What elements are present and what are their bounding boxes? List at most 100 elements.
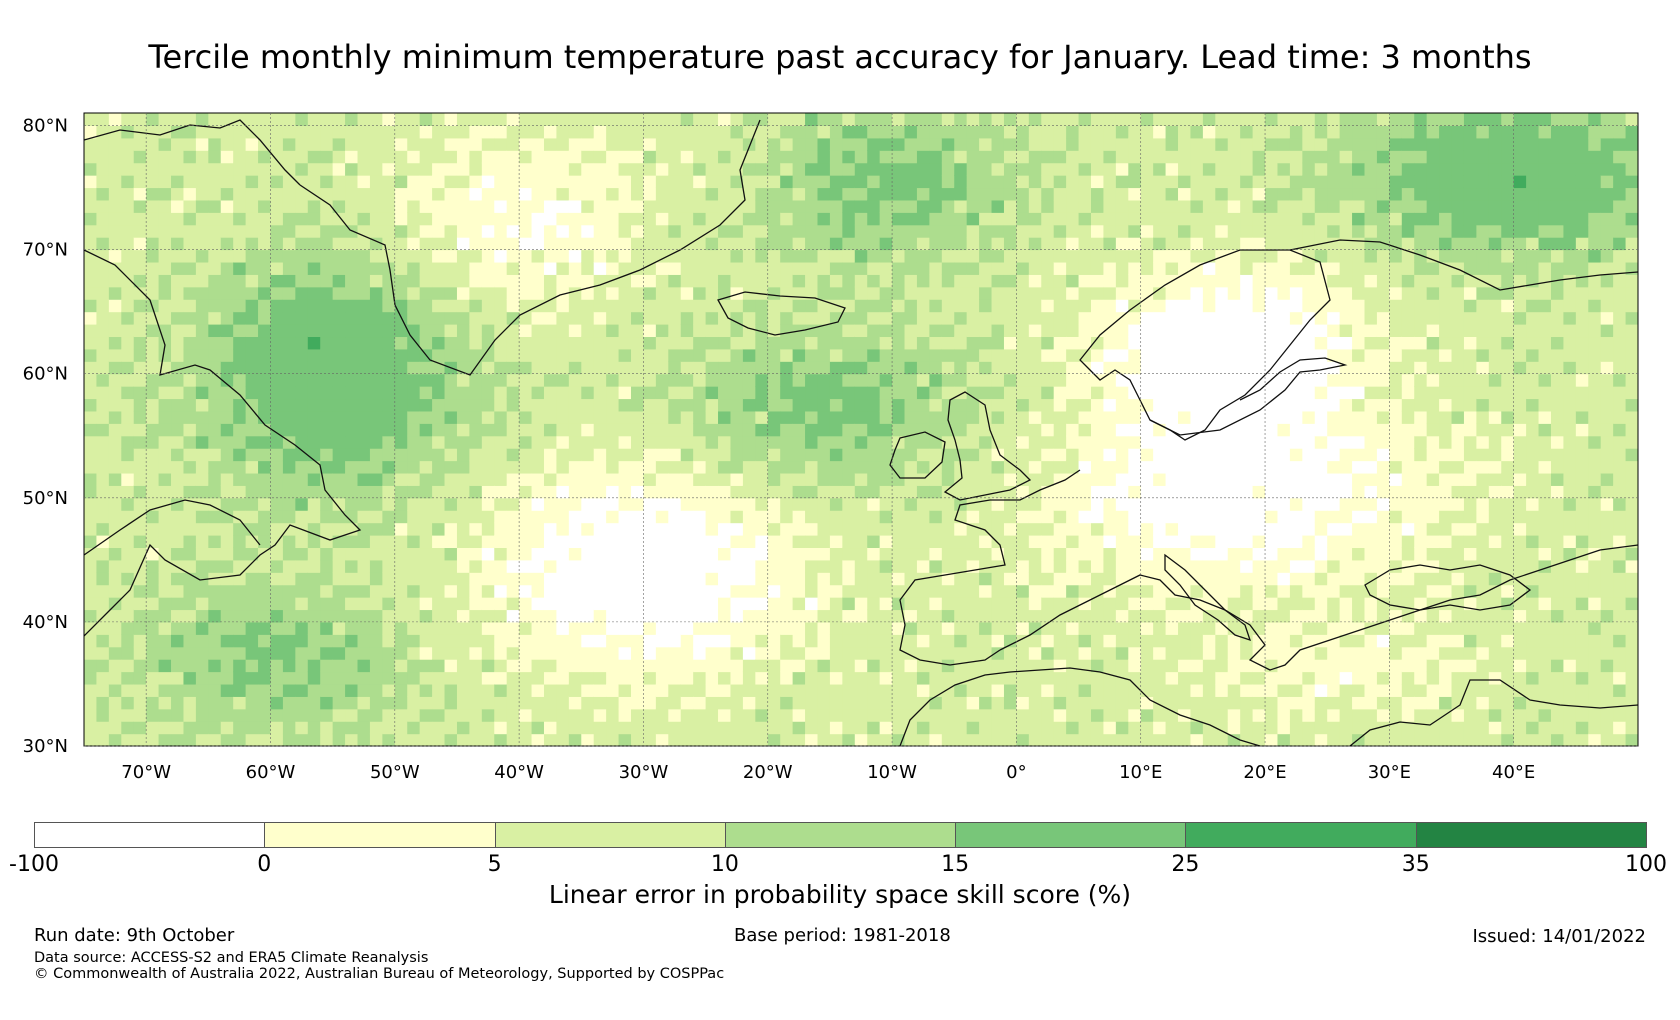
grid-cell xyxy=(631,522,645,536)
grid-cell xyxy=(519,721,533,735)
grid-cell xyxy=(220,485,234,499)
grid-cell xyxy=(1066,485,1080,499)
grid-cell xyxy=(1078,261,1092,275)
grid-cell xyxy=(258,286,272,300)
grid-cell xyxy=(369,621,383,635)
grid-cell xyxy=(1178,572,1192,586)
grid-cell xyxy=(506,113,520,127)
grid-cell xyxy=(432,423,446,437)
grid-cell xyxy=(494,299,508,313)
grid-cell xyxy=(1215,299,1229,313)
grid-cell xyxy=(407,497,421,511)
grid-cell xyxy=(345,410,359,424)
grid-cell xyxy=(842,361,856,375)
grid-cell xyxy=(755,299,769,313)
grid-cell xyxy=(1178,224,1192,238)
grid-cell xyxy=(631,324,645,338)
grid-cell xyxy=(357,299,371,313)
grid-cell xyxy=(444,634,458,648)
grid-cell xyxy=(494,423,508,437)
grid-cell xyxy=(1153,212,1167,226)
grid-cell xyxy=(1140,348,1154,362)
grid-cell xyxy=(581,683,595,697)
grid-cell xyxy=(618,460,632,474)
grid-cell xyxy=(531,373,545,387)
grid-cell xyxy=(1140,224,1154,238)
grid-cell xyxy=(755,510,769,524)
grid-cell xyxy=(1190,410,1204,424)
grid-cell xyxy=(581,361,595,375)
grid-cell xyxy=(867,249,881,263)
grid-cell xyxy=(543,410,558,424)
grid-cell xyxy=(1003,199,1017,213)
grid-cell xyxy=(1053,683,1067,697)
grid-cell xyxy=(1115,398,1129,412)
grid-cell xyxy=(96,274,110,288)
grid-cell xyxy=(171,733,185,746)
grid-cell xyxy=(369,187,383,201)
grid-cell xyxy=(369,646,383,660)
grid-cell xyxy=(332,708,346,722)
grid-cell xyxy=(1178,485,1192,499)
grid-cell xyxy=(158,472,172,486)
grid-cell xyxy=(693,634,707,648)
grid-cell xyxy=(394,125,408,139)
grid-cell xyxy=(718,187,732,201)
grid-cell xyxy=(96,311,110,325)
grid-cell xyxy=(842,510,856,524)
grid-cell xyxy=(941,274,955,288)
grid-cell xyxy=(481,261,495,275)
grid-cell xyxy=(133,361,147,375)
grid-cell xyxy=(84,386,98,400)
grid-cell xyxy=(668,224,682,238)
grid-cell xyxy=(1277,683,1291,697)
grid-cell xyxy=(829,472,843,486)
grid-cell xyxy=(581,398,595,412)
grid-cell xyxy=(258,113,272,127)
grid-cell xyxy=(245,448,259,462)
grid-cell xyxy=(1028,311,1042,325)
grid-cell xyxy=(1128,311,1142,325)
grid-cell xyxy=(618,472,632,486)
grid-cell xyxy=(916,683,930,697)
grid-cell xyxy=(1252,386,1266,400)
grid-cell xyxy=(718,621,732,635)
grid-cell xyxy=(357,162,371,176)
grid-cell xyxy=(1252,435,1266,449)
grid-cell xyxy=(1227,386,1241,400)
grid-cell xyxy=(568,286,582,300)
grid-cell xyxy=(767,609,781,623)
grid-cell xyxy=(929,696,943,710)
grid-cell xyxy=(407,572,421,586)
grid-cell xyxy=(419,584,433,598)
grid-cell xyxy=(829,373,843,387)
grid-cell xyxy=(357,597,371,611)
grid-cell xyxy=(705,150,719,164)
grid-cell xyxy=(954,683,968,697)
grid-cell xyxy=(556,113,570,127)
grid-cell xyxy=(1140,460,1154,474)
grid-cell xyxy=(805,584,819,598)
grid-cell xyxy=(780,274,794,288)
grid-cell xyxy=(556,286,570,300)
grid-cell xyxy=(494,435,508,449)
grid-cell xyxy=(680,324,694,338)
grid-cell xyxy=(407,386,421,400)
grid-cell xyxy=(1028,361,1042,375)
grid-cell xyxy=(643,187,657,201)
grid-cell xyxy=(407,559,421,573)
grid-cell xyxy=(829,721,843,735)
grid-cell xyxy=(1066,572,1080,586)
grid-cell xyxy=(432,472,446,486)
grid-cell xyxy=(382,485,396,499)
grid-cell xyxy=(1053,559,1067,573)
grid-cell xyxy=(916,410,930,424)
grid-cell xyxy=(332,522,346,536)
grid-cell xyxy=(867,597,881,611)
grid-cell xyxy=(456,683,470,697)
grid-cell xyxy=(1140,299,1154,313)
grid-cell xyxy=(407,721,421,735)
grid-cell xyxy=(817,348,831,362)
grid-cell xyxy=(183,448,197,462)
grid-cell xyxy=(1103,187,1117,201)
